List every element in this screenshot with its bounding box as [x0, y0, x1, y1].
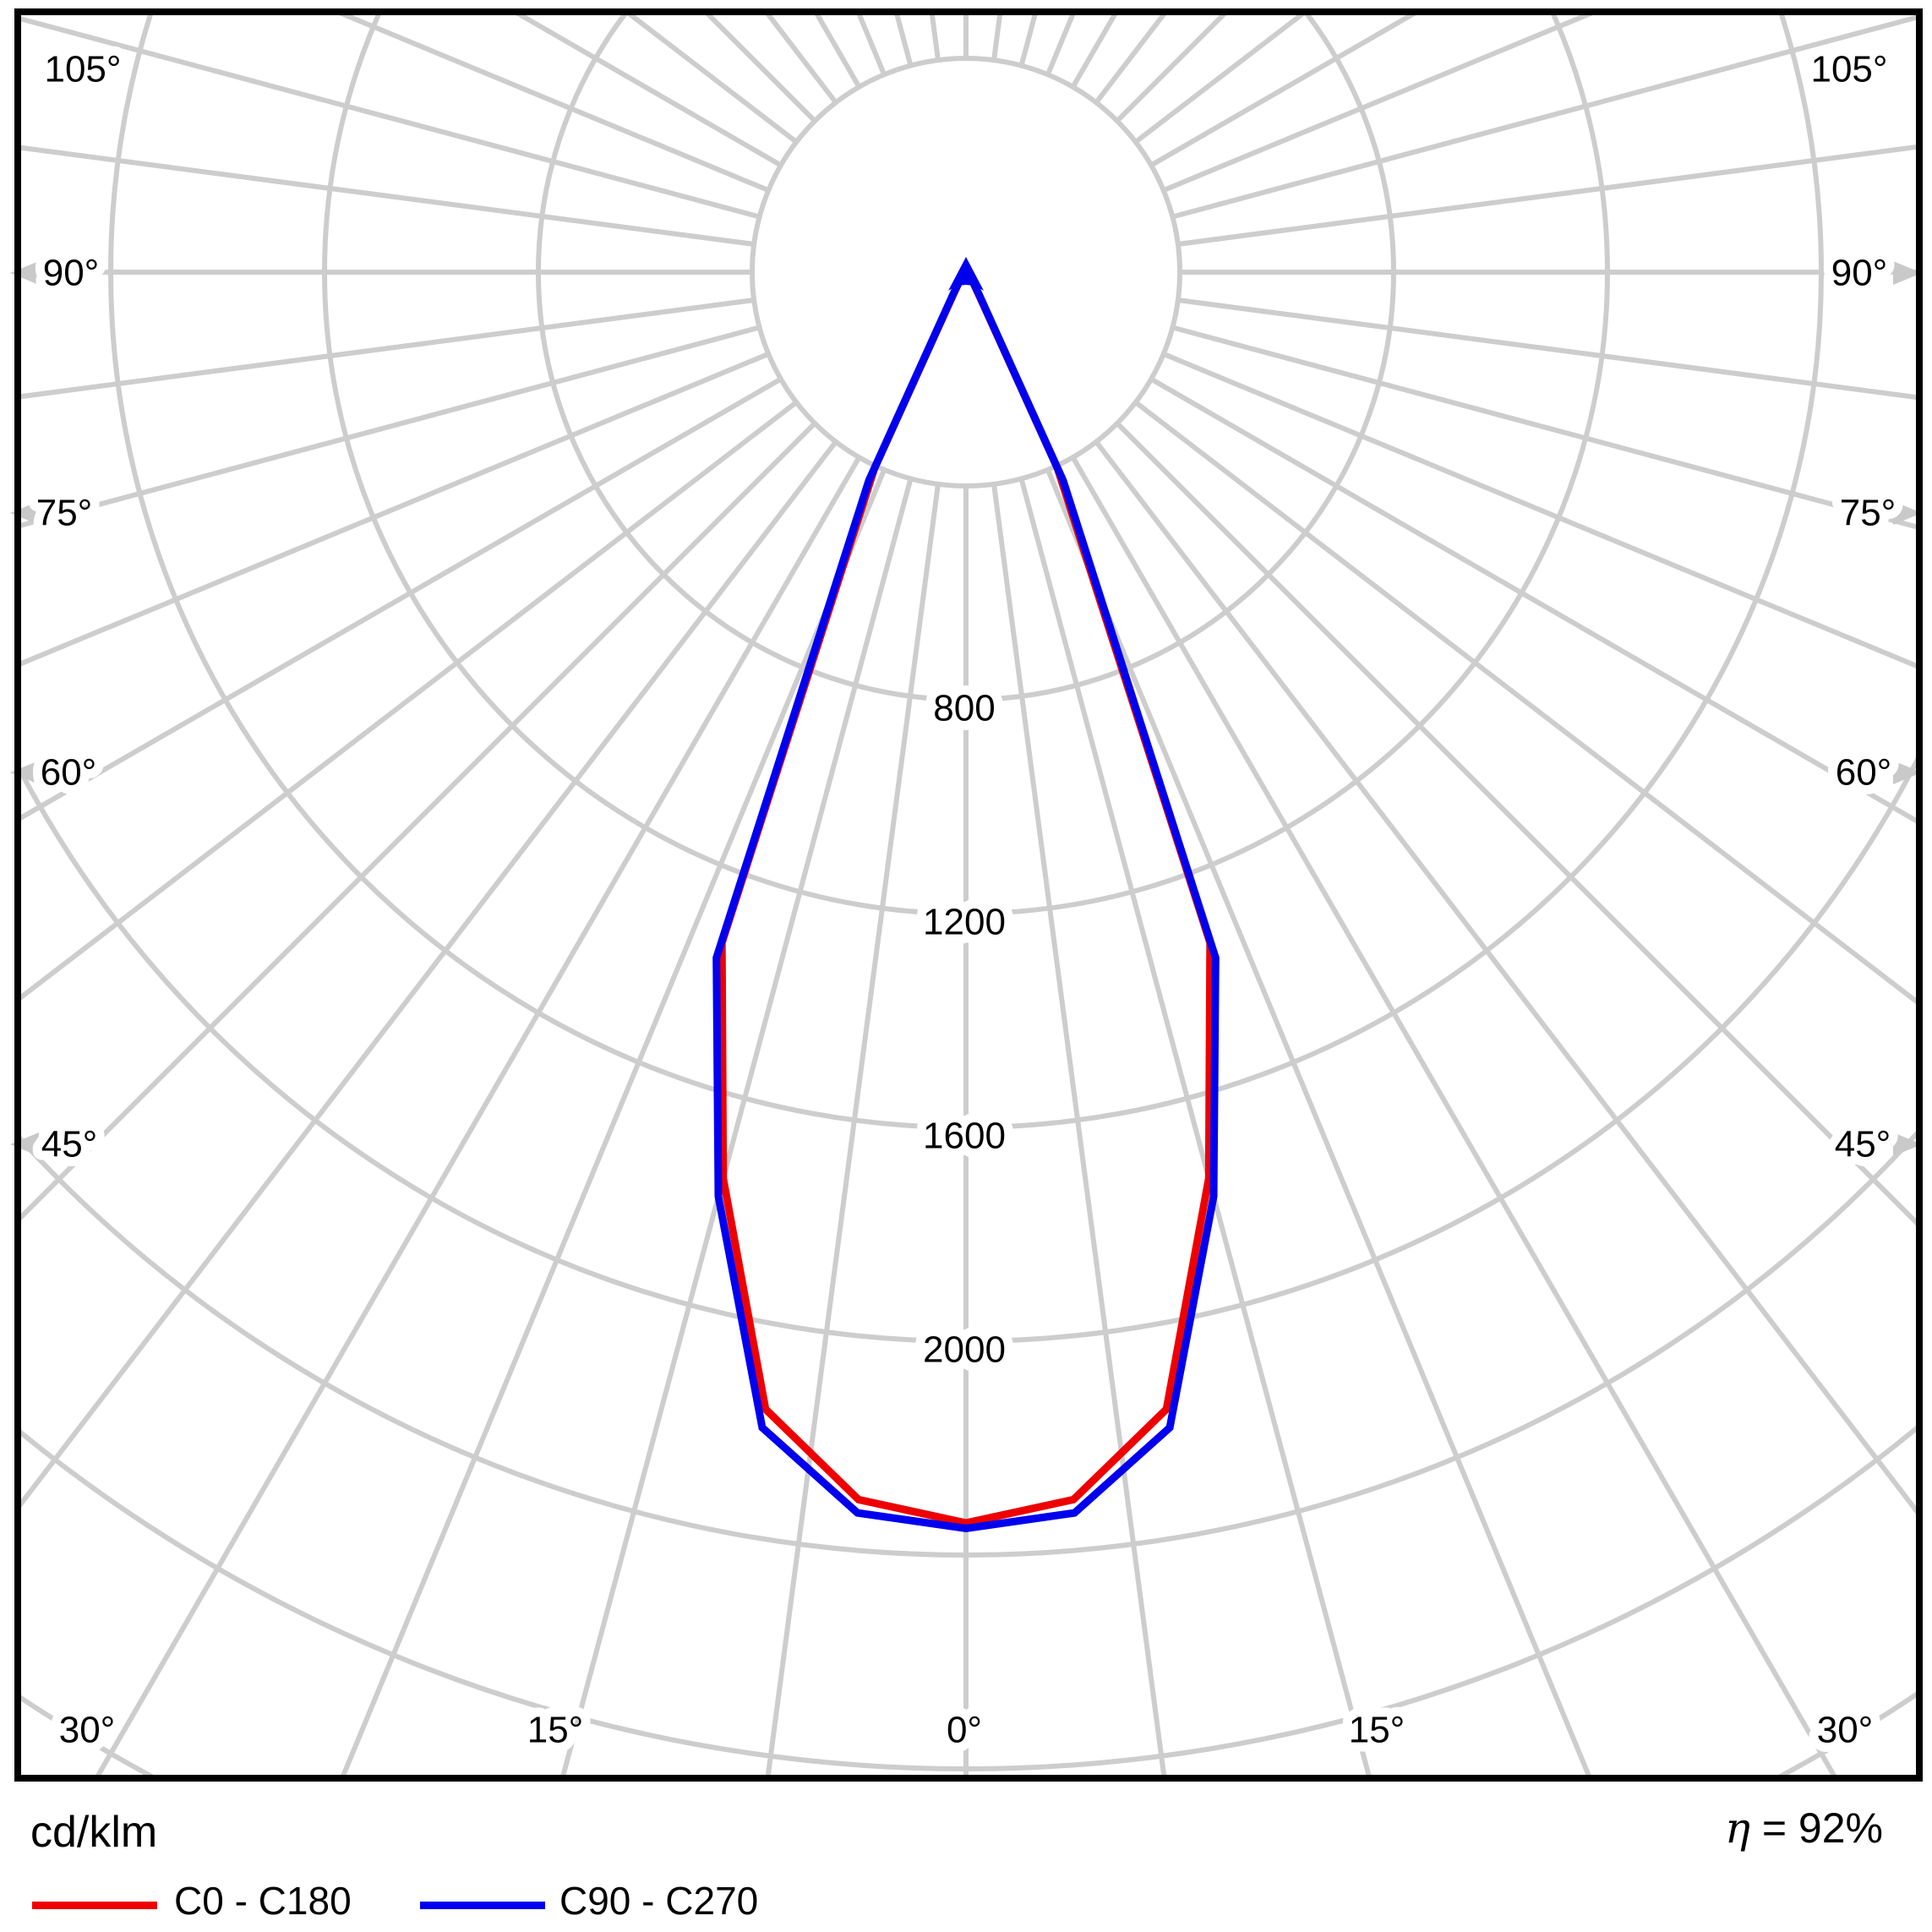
angle-label-left: 45°: [41, 1124, 98, 1165]
angle-spoke: [1149, 15, 1416, 168]
angle-spoke: [1149, 376, 1916, 824]
ring-value-label: 1600: [923, 1116, 1006, 1157]
angle-spoke: [96, 456, 862, 1775]
angle-spoke: [21, 439, 838, 1508]
angle-label-left: 60°: [41, 752, 97, 794]
angle-spoke: [1171, 325, 1916, 530]
angle-tick-arrow-left: [10, 501, 39, 525]
angle-spoke: [1094, 439, 1916, 1514]
angle-spoke: [1018, 478, 1372, 1775]
legend-line-c0-c180: [32, 1902, 157, 1909]
angle-spoke: [765, 483, 941, 1775]
beam-axis-arrow: [948, 257, 984, 291]
angle-spoke: [1162, 352, 1916, 669]
legend-label-c0-c180: C0 - C180: [174, 1879, 352, 1923]
angle-label-bottom: 0°: [947, 1710, 982, 1751]
angle-label-bottom: 30°: [59, 1710, 116, 1751]
angle-tick-arrow-left: [10, 261, 39, 285]
angle-label-right: 90°: [1831, 253, 1888, 294]
angle-label-right: 60°: [1836, 752, 1892, 794]
angle-spoke: [339, 15, 770, 193]
angle-spoke: [341, 468, 887, 1775]
angle-spoke: [1070, 456, 1836, 1775]
angle-spoke: [21, 421, 817, 1221]
angle-label-bottom: 15°: [527, 1710, 584, 1751]
ring-value-label: 1200: [923, 902, 1006, 943]
angle-spoke: [1045, 468, 1591, 1775]
angle-tick-arrow-right: [1893, 1132, 1922, 1156]
units-label: cd/klm: [30, 1808, 158, 1857]
angle-label-bottom: 15°: [1349, 1710, 1405, 1751]
angle-spoke: [1133, 400, 1916, 1005]
angle-tick-arrow-left: [10, 1132, 39, 1156]
angle-spoke: [21, 400, 799, 1001]
angle-label-left: 105°: [44, 49, 121, 90]
angle-tick-arrow-left: [10, 761, 39, 784]
angle-tick-arrows: [10, 261, 1922, 1156]
efficiency-label: η = 92%: [1725, 1804, 1883, 1853]
angle-tick-arrow-right: [1893, 761, 1922, 784]
angle-spoke: [1177, 144, 1916, 247]
angle-spoke: [21, 297, 755, 400]
angle-tick-arrow-right: [1893, 501, 1922, 525]
legend-label-c90-c270: C90 - C270: [559, 1879, 759, 1923]
angle-label-right: 75°: [1840, 493, 1897, 534]
angle-spoke: [991, 483, 1167, 1775]
angle-spoke: [1177, 297, 1916, 401]
ring-value-label: 2000: [923, 1329, 1006, 1371]
angle-spoke: [516, 15, 783, 168]
angle-spoke: [1115, 421, 1916, 1226]
angle-spoke: [21, 376, 783, 821]
eta-value: = 92%: [1761, 1804, 1883, 1852]
angle-label-right: 105°: [1810, 49, 1887, 90]
angle-spoke: [1171, 15, 1916, 220]
axis-labels: 105° 90° 75° 60° 45° 105° 90° 75° 60° 45° 30° 15° 0°…: [27, 40, 1906, 1760]
angle-spoke: [21, 325, 761, 528]
legend-line-c90-c270: [420, 1902, 545, 1909]
angle-spoke: [560, 478, 914, 1775]
intensity-curves: [712, 257, 1220, 1532]
plot-frame: [14, 8, 1923, 1782]
angle-label-left: 90°: [43, 253, 100, 294]
angle-label-bottom: 30°: [1817, 1710, 1874, 1751]
angle-spoke: [21, 16, 761, 220]
angle-spoke: [21, 145, 755, 247]
angle-label-right: 45°: [1835, 1124, 1891, 1165]
angle-spoke: [1162, 15, 1593, 193]
angle-label-left: 75°: [36, 493, 93, 534]
angle-tick-arrow-right: [1893, 261, 1922, 285]
eta-symbol: η: [1724, 1804, 1750, 1853]
angle-spoke: [21, 352, 770, 667]
ring-value-label: 800: [933, 688, 995, 729]
